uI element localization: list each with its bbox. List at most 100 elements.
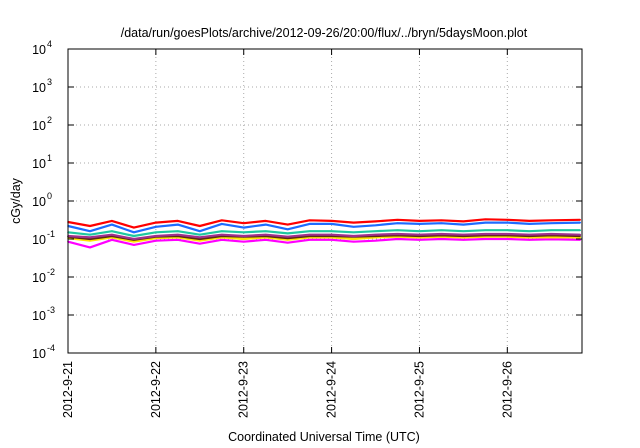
data-point-blue: [374, 224, 377, 227]
data-point-red: [133, 226, 135, 229]
data-point-red: [89, 225, 91, 227]
y-tick-label: 10: [32, 119, 46, 133]
data-point-yellow: [198, 239, 201, 242]
data-point-purple: [264, 233, 267, 236]
y-tick-exponent: -1: [47, 229, 55, 239]
series-group: [67, 218, 582, 249]
data-point-blue: [528, 223, 531, 225]
series-line-teal: [67, 229, 581, 238]
chart-title: /data/run/goesPlots/archive/2012-09-26/2…: [121, 26, 528, 40]
data-point-purple: [550, 233, 553, 235]
data-point-magenta: [396, 238, 399, 240]
data-point-dark: [286, 237, 289, 239]
y-tick-label: 10: [32, 43, 46, 57]
data-point-magenta: [198, 242, 201, 245]
y-tick-exponent: 2: [47, 115, 52, 125]
y-tick-exponent: 4: [47, 39, 52, 49]
data-point-magenta: [528, 239, 531, 241]
data-point-yellow: [286, 239, 289, 241]
data-point-purple: [374, 233, 377, 236]
data-point-red: [550, 219, 553, 222]
data-point-red: [286, 223, 289, 226]
data-point-teal: [220, 230, 223, 233]
data-point-red: [484, 218, 487, 221]
data-point-purple: [220, 233, 223, 236]
x-axis-ticks: 2012-9-21 2012-9-22 2012-9-23 2012-9-24 2012…: [61, 49, 514, 418]
data-point-red: [418, 220, 421, 222]
data-point-blue: [286, 228, 289, 231]
data-point-purple: [89, 236, 91, 239]
data-point-purple: [286, 235, 289, 238]
data-point-teal: [579, 229, 582, 232]
data-point-purple: [177, 233, 179, 236]
y-tick-label: 10: [32, 271, 46, 285]
data-point-teal: [111, 230, 113, 233]
data-point-blue: [396, 222, 399, 225]
y-axis-label: cGy/day: [9, 177, 23, 224]
data-point-red: [528, 220, 531, 222]
data-point-blue: [550, 222, 553, 225]
data-point-red: [264, 220, 267, 222]
x-tick-label: 2012-9-21: [61, 361, 75, 418]
y-tick-label: 10: [32, 347, 46, 361]
data-point-teal: [198, 233, 201, 236]
y-tick-exponent: 3: [47, 77, 52, 87]
data-point-magenta: [286, 241, 289, 244]
data-point-yellow: [133, 240, 135, 243]
x-tick-label: 2012-9-24: [325, 361, 339, 418]
data-point-teal: [286, 232, 289, 235]
data-point-teal: [352, 231, 355, 234]
data-point-magenta: [550, 238, 553, 241]
data-point-blue: [506, 221, 509, 224]
data-point-teal: [396, 229, 399, 232]
data-point-teal: [308, 230, 311, 233]
data-point-purple: [506, 233, 509, 235]
y-tick-exponent: -3: [47, 305, 55, 315]
y-tick-label: 10: [32, 309, 46, 323]
data-point-magenta: [308, 239, 311, 241]
data-point-blue: [155, 225, 157, 228]
data-point-blue: [111, 223, 113, 226]
data-point-red: [177, 220, 179, 222]
data-point-magenta: [330, 239, 333, 241]
data-point-teal: [264, 230, 267, 233]
data-point-magenta: [242, 240, 245, 243]
data-point-teal: [528, 230, 531, 233]
data-point-purple: [418, 233, 421, 236]
data-point-magenta: [462, 239, 465, 241]
data-point-blue: [264, 223, 267, 226]
data-point-teal: [242, 231, 245, 234]
data-point-magenta: [155, 239, 157, 242]
data-point-magenta: [133, 244, 135, 246]
series-line-purple: [67, 232, 581, 241]
data-point-blue: [133, 231, 135, 234]
data-point-teal: [330, 230, 333, 233]
data-point-dark: [89, 238, 91, 240]
data-point-red: [440, 219, 443, 222]
data-point-red: [308, 219, 311, 222]
data-point-red: [198, 225, 201, 227]
data-point-blue: [89, 230, 91, 233]
data-point-red: [242, 222, 245, 225]
x-tick-label: 2012-9-25: [412, 361, 426, 418]
data-point-teal: [462, 230, 465, 233]
x-axis-label: Coordinated Universal Time (UTC): [228, 430, 420, 444]
data-point-blue: [220, 223, 223, 225]
data-point-blue: [198, 230, 201, 233]
data-point-red: [374, 220, 377, 223]
data-point-magenta: [111, 239, 113, 241]
data-point-magenta: [264, 239, 267, 241]
data-point-purple: [242, 235, 245, 237]
y-tick-exponent: -2: [47, 267, 55, 277]
data-point-purple: [198, 236, 201, 239]
data-point-red: [155, 221, 157, 224]
data-point-teal: [484, 229, 487, 232]
x-tick-label: 2012-9-22: [149, 361, 163, 418]
data-point-blue: [352, 225, 355, 228]
data-point-red: [579, 219, 582, 221]
y-tick-label: 10: [32, 195, 46, 209]
data-point-dark: [198, 238, 201, 240]
data-point-purple: [133, 238, 135, 240]
